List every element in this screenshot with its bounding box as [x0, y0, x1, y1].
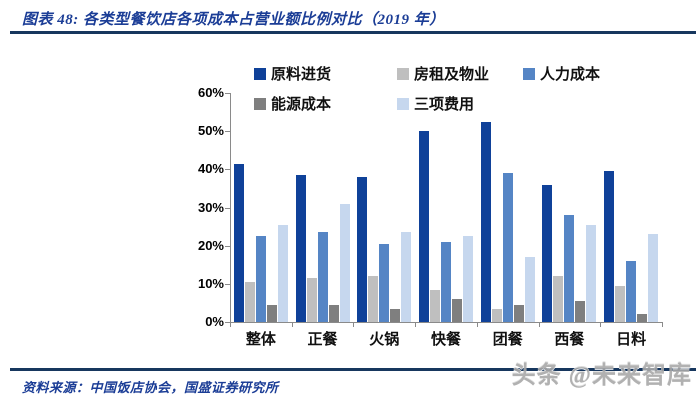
- y-tick: [225, 131, 230, 133]
- category-label: 日料: [616, 332, 647, 348]
- y-tick: [225, 322, 230, 323]
- category-label: 火锅: [369, 332, 400, 348]
- category-label: 西餐: [554, 332, 585, 348]
- legend-label: 三项费用: [414, 97, 475, 113]
- bar: [328, 304, 339, 322]
- legend-swatch: [254, 97, 266, 110]
- bar: [626, 260, 637, 322]
- bar: [430, 289, 440, 322]
- legend-label: 人力成本: [540, 67, 601, 83]
- bar: [463, 236, 473, 322]
- bar: [637, 314, 648, 322]
- bar: [306, 278, 317, 322]
- category-label: 团餐: [492, 332, 523, 348]
- bar: [390, 308, 401, 322]
- bar: [604, 171, 615, 322]
- bar: [233, 163, 244, 322]
- bar: [295, 175, 306, 322]
- x-tick: [353, 322, 355, 327]
- bar: [553, 276, 564, 322]
- legend-item: 能源成本: [254, 93, 331, 114]
- bar: [255, 236, 266, 322]
- bar: [480, 121, 491, 322]
- y-tick: [225, 93, 230, 94]
- bar: [401, 232, 412, 322]
- x-tick: [415, 322, 417, 327]
- y-axis-label: 30%: [197, 199, 224, 215]
- legend-label: 房租及物业: [414, 67, 490, 83]
- bar: [244, 281, 255, 322]
- x-axis-line: [230, 322, 663, 323]
- bar: [317, 232, 328, 322]
- legend-item: 人力成本: [523, 63, 600, 84]
- y-axis-label: 60%: [197, 85, 224, 100]
- x-tick: [230, 322, 231, 327]
- y-tick: [225, 283, 230, 285]
- bar: [419, 131, 429, 322]
- bar: [441, 241, 451, 322]
- bottom-divider: [10, 368, 696, 371]
- x-tick: [538, 322, 540, 327]
- bar: [615, 285, 626, 322]
- x-tick: [600, 322, 602, 327]
- bar: [266, 304, 277, 322]
- x-tick: [662, 322, 663, 327]
- legend-item: 原料进货: [254, 63, 331, 84]
- legend-label: 原料进货: [271, 67, 332, 83]
- legend-item: 房租及物业: [397, 63, 489, 84]
- top-divider: [10, 31, 696, 34]
- category-label: 整体: [245, 332, 276, 348]
- legend-label: 能源成本: [271, 97, 332, 113]
- y-axis-label: 20%: [197, 237, 224, 253]
- watermark: 头条 @未来智库: [511, 363, 692, 389]
- legend-swatch: [254, 67, 266, 80]
- source-note: 资料来源：中国饭店协会，国盛证券研究所: [22, 380, 279, 395]
- y-axis-line: [230, 93, 231, 322]
- bar: [379, 243, 390, 322]
- y-tick: [225, 245, 230, 247]
- y-tick: [225, 207, 230, 209]
- bar: [491, 308, 502, 322]
- bar: [513, 304, 524, 322]
- y-axis-label: 0%: [205, 314, 224, 329]
- category-label: 正餐: [307, 332, 338, 348]
- legend-swatch: [397, 97, 409, 110]
- bar: [564, 215, 575, 322]
- y-axis-label: 50%: [197, 123, 224, 139]
- bar: [368, 276, 379, 322]
- legend-swatch: [397, 67, 409, 80]
- bar: [586, 224, 597, 322]
- x-tick: [291, 322, 293, 327]
- x-tick: [476, 322, 478, 327]
- category-label: 快餐: [430, 332, 461, 348]
- y-axis-label: 40%: [197, 161, 224, 177]
- legend-item: 三项费用: [397, 93, 474, 114]
- y-axis-label: 10%: [197, 275, 224, 291]
- bar: [277, 224, 288, 322]
- figure-title: 图表 48: 各类型餐饮店各项成本占营业额比例对比（2019 年）: [22, 12, 445, 28]
- bar: [502, 173, 513, 322]
- bar: [542, 184, 553, 322]
- bar: [357, 176, 368, 322]
- bar: [339, 203, 350, 322]
- legend-swatch: [523, 67, 535, 80]
- bar: [648, 234, 659, 322]
- bar: [524, 257, 535, 322]
- bar: [575, 301, 586, 322]
- bar: [452, 299, 462, 322]
- y-tick: [225, 169, 230, 171]
